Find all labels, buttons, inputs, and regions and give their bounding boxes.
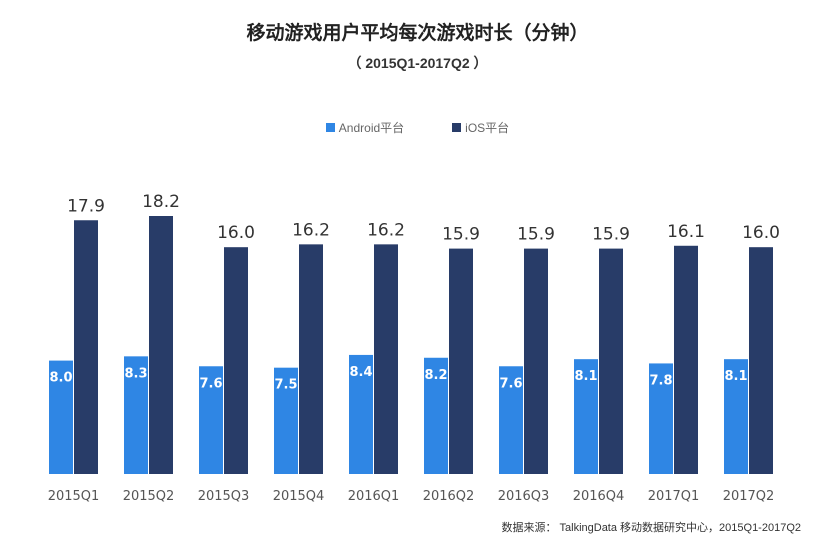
data-label-android: 8.4 bbox=[349, 365, 372, 380]
legend-item-ios: iOS平台 bbox=[452, 119, 509, 136]
x-tick-label: 2015Q1 bbox=[48, 489, 100, 504]
x-tick-label: 2017Q1 bbox=[648, 489, 700, 504]
x-tick-label: 2016Q2 bbox=[423, 489, 475, 504]
bar-ios bbox=[74, 220, 98, 474]
bar-ios bbox=[224, 247, 248, 474]
data-label-android: 8.1 bbox=[724, 369, 747, 384]
x-tick-label: 2015Q3 bbox=[198, 489, 250, 504]
data-label-android: 8.0 bbox=[49, 371, 72, 386]
x-tick-label: 2016Q1 bbox=[348, 489, 400, 504]
x-tick-label: 2015Q2 bbox=[123, 489, 175, 504]
bar-ios bbox=[749, 247, 773, 474]
legend-swatch-ios bbox=[452, 123, 462, 132]
bar-ios bbox=[524, 248, 548, 474]
bar-android bbox=[424, 357, 448, 474]
legend-label-android: Android平台 bbox=[338, 121, 405, 135]
data-label-android: 8.3 bbox=[124, 366, 147, 381]
bar-android bbox=[199, 366, 223, 474]
data-label-ios: 15.9 bbox=[517, 225, 555, 245]
data-label-ios: 18.2 bbox=[142, 192, 180, 212]
bar-ios bbox=[599, 248, 623, 474]
bar-android bbox=[499, 366, 523, 474]
bar-ios bbox=[674, 245, 698, 474]
bar-android bbox=[274, 367, 298, 474]
legend-swatch-android bbox=[325, 123, 335, 132]
data-label-ios: 15.9 bbox=[592, 225, 630, 245]
data-label-ios: 15.9 bbox=[442, 225, 480, 245]
x-tick-label: 2016Q3 bbox=[498, 489, 550, 504]
bar-android bbox=[49, 360, 73, 474]
data-label-android: 7.5 bbox=[274, 378, 297, 393]
chart-title: 移动游戏用户平均每次游戏时长（分钟） bbox=[246, 23, 589, 44]
data-label-ios: 16.0 bbox=[742, 223, 780, 243]
data-label-ios: 16.2 bbox=[367, 220, 405, 240]
bar-android bbox=[649, 363, 673, 474]
chart-legend: Android平台 iOS平台 bbox=[0, 119, 835, 136]
bar-android bbox=[124, 356, 148, 474]
legend-item-android: Android平台 bbox=[325, 119, 405, 136]
bar-ios bbox=[149, 216, 173, 474]
bar-ios bbox=[374, 244, 398, 474]
x-tick-label: 2017Q2 bbox=[723, 489, 775, 504]
data-label-ios: 17.9 bbox=[67, 196, 105, 216]
source-note: 数据来源： TalkingData 移动数据研究中心，2015Q1-2017Q2 bbox=[501, 522, 801, 534]
data-label-ios: 16.1 bbox=[667, 222, 705, 242]
x-tick-label: 2015Q4 bbox=[273, 489, 325, 504]
bar-ios bbox=[299, 244, 323, 474]
data-label-ios: 16.2 bbox=[292, 220, 330, 240]
legend-label-ios: iOS平台 bbox=[465, 121, 510, 135]
data-label-android: 7.6 bbox=[199, 376, 222, 391]
x-tick-label: 2016Q4 bbox=[573, 489, 625, 504]
data-label-android: 7.8 bbox=[649, 373, 672, 388]
data-label-android: 8.2 bbox=[424, 368, 447, 383]
bar-android bbox=[574, 359, 598, 474]
bar-android bbox=[724, 359, 748, 474]
data-label-ios: 16.0 bbox=[217, 223, 255, 243]
bar-android bbox=[349, 354, 373, 474]
chart-subtitle: （ 2015Q1-2017Q2 ） bbox=[347, 55, 488, 71]
bar-ios bbox=[449, 248, 473, 474]
data-label-android: 8.1 bbox=[574, 369, 597, 384]
data-label-android: 7.6 bbox=[499, 376, 522, 391]
